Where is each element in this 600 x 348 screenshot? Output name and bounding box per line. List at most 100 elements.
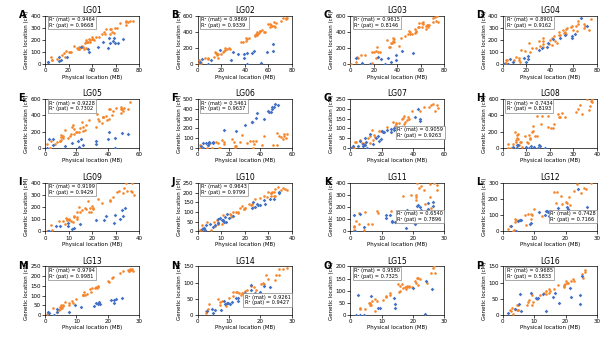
- Point: [56, 137, 66, 143]
- Point: [559, 285, 569, 290]
- Point: [102, 117, 112, 122]
- Point: [513, 131, 523, 137]
- Point: [250, 196, 260, 201]
- Point: [382, 37, 392, 42]
- Point: [412, 180, 422, 185]
- Point: [424, 105, 434, 110]
- Point: [49, 312, 58, 318]
- Point: [587, 97, 596, 102]
- Point: [255, 289, 265, 294]
- Point: [118, 130, 127, 136]
- Y-axis label: Genetic location (cM): Genetic location (cM): [482, 178, 487, 236]
- Point: [229, 49, 238, 54]
- Point: [118, 36, 128, 41]
- Point: [89, 303, 99, 308]
- X-axis label: Physical location (MB): Physical location (MB): [215, 325, 275, 331]
- Point: [92, 285, 101, 291]
- Point: [93, 302, 103, 307]
- Point: [56, 306, 65, 312]
- Point: [201, 308, 211, 313]
- Point: [266, 23, 275, 28]
- Point: [195, 62, 205, 67]
- Point: [195, 59, 205, 65]
- Point: [512, 145, 521, 151]
- Point: [575, 293, 585, 298]
- Point: [584, 27, 593, 33]
- Text: D: D: [476, 10, 484, 20]
- Point: [226, 212, 236, 218]
- Point: [405, 30, 415, 35]
- Point: [70, 126, 79, 132]
- Point: [580, 268, 590, 273]
- Point: [62, 55, 72, 60]
- Point: [208, 140, 218, 146]
- Point: [104, 106, 114, 111]
- Point: [416, 183, 426, 189]
- Point: [94, 117, 103, 122]
- Point: [208, 306, 217, 312]
- Point: [233, 51, 243, 56]
- Point: [56, 134, 66, 140]
- Point: [563, 205, 572, 210]
- Point: [98, 200, 107, 206]
- Point: [511, 228, 521, 234]
- Point: [373, 211, 383, 216]
- Point: [553, 282, 563, 288]
- Point: [515, 55, 524, 61]
- Y-axis label: Genetic location (cM): Genetic location (cM): [24, 178, 29, 236]
- Point: [549, 121, 559, 126]
- Point: [566, 24, 576, 29]
- Point: [350, 225, 359, 230]
- Point: [524, 297, 534, 302]
- Y-axis label: Genetic location (cM): Genetic location (cM): [329, 178, 334, 236]
- Point: [208, 145, 217, 151]
- Point: [206, 58, 215, 63]
- Point: [544, 213, 553, 219]
- Point: [118, 269, 128, 274]
- Point: [253, 202, 263, 207]
- Point: [64, 300, 74, 306]
- Point: [373, 54, 382, 60]
- Point: [260, 29, 269, 35]
- Point: [80, 40, 89, 45]
- Text: O: O: [324, 261, 332, 270]
- Text: R² (mat) = 0.9685
R² (pat) = 0.5833: R² (mat) = 0.9685 R² (pat) = 0.5833: [506, 268, 553, 279]
- Point: [356, 306, 365, 311]
- Point: [410, 279, 419, 284]
- Point: [562, 280, 572, 285]
- Text: R² (mat) = 0.9464
R² (pat) = 0.9668: R² (mat) = 0.9464 R² (pat) = 0.9668: [49, 17, 95, 28]
- Point: [250, 32, 260, 38]
- Point: [115, 216, 124, 222]
- Point: [512, 142, 522, 148]
- Point: [229, 293, 238, 299]
- Point: [105, 197, 115, 203]
- Point: [42, 311, 52, 316]
- Point: [414, 20, 424, 25]
- Point: [88, 34, 97, 40]
- Point: [77, 44, 87, 49]
- Point: [423, 200, 433, 205]
- Point: [582, 23, 592, 29]
- Point: [368, 141, 378, 147]
- Y-axis label: Genetic location (cM): Genetic location (cM): [176, 178, 182, 236]
- Title: LG07: LG07: [388, 89, 407, 98]
- Point: [256, 60, 266, 66]
- Point: [266, 193, 275, 199]
- Point: [576, 190, 586, 196]
- Point: [203, 306, 213, 312]
- Point: [282, 187, 292, 193]
- Point: [377, 128, 386, 134]
- Point: [215, 299, 225, 304]
- Point: [77, 207, 86, 213]
- Point: [57, 53, 67, 58]
- Point: [382, 294, 391, 300]
- Point: [259, 116, 269, 121]
- Point: [508, 306, 517, 311]
- Point: [211, 50, 221, 56]
- Point: [62, 216, 71, 222]
- Point: [580, 21, 589, 27]
- Point: [249, 48, 259, 53]
- Point: [554, 114, 564, 120]
- Point: [389, 39, 399, 45]
- Point: [225, 211, 235, 217]
